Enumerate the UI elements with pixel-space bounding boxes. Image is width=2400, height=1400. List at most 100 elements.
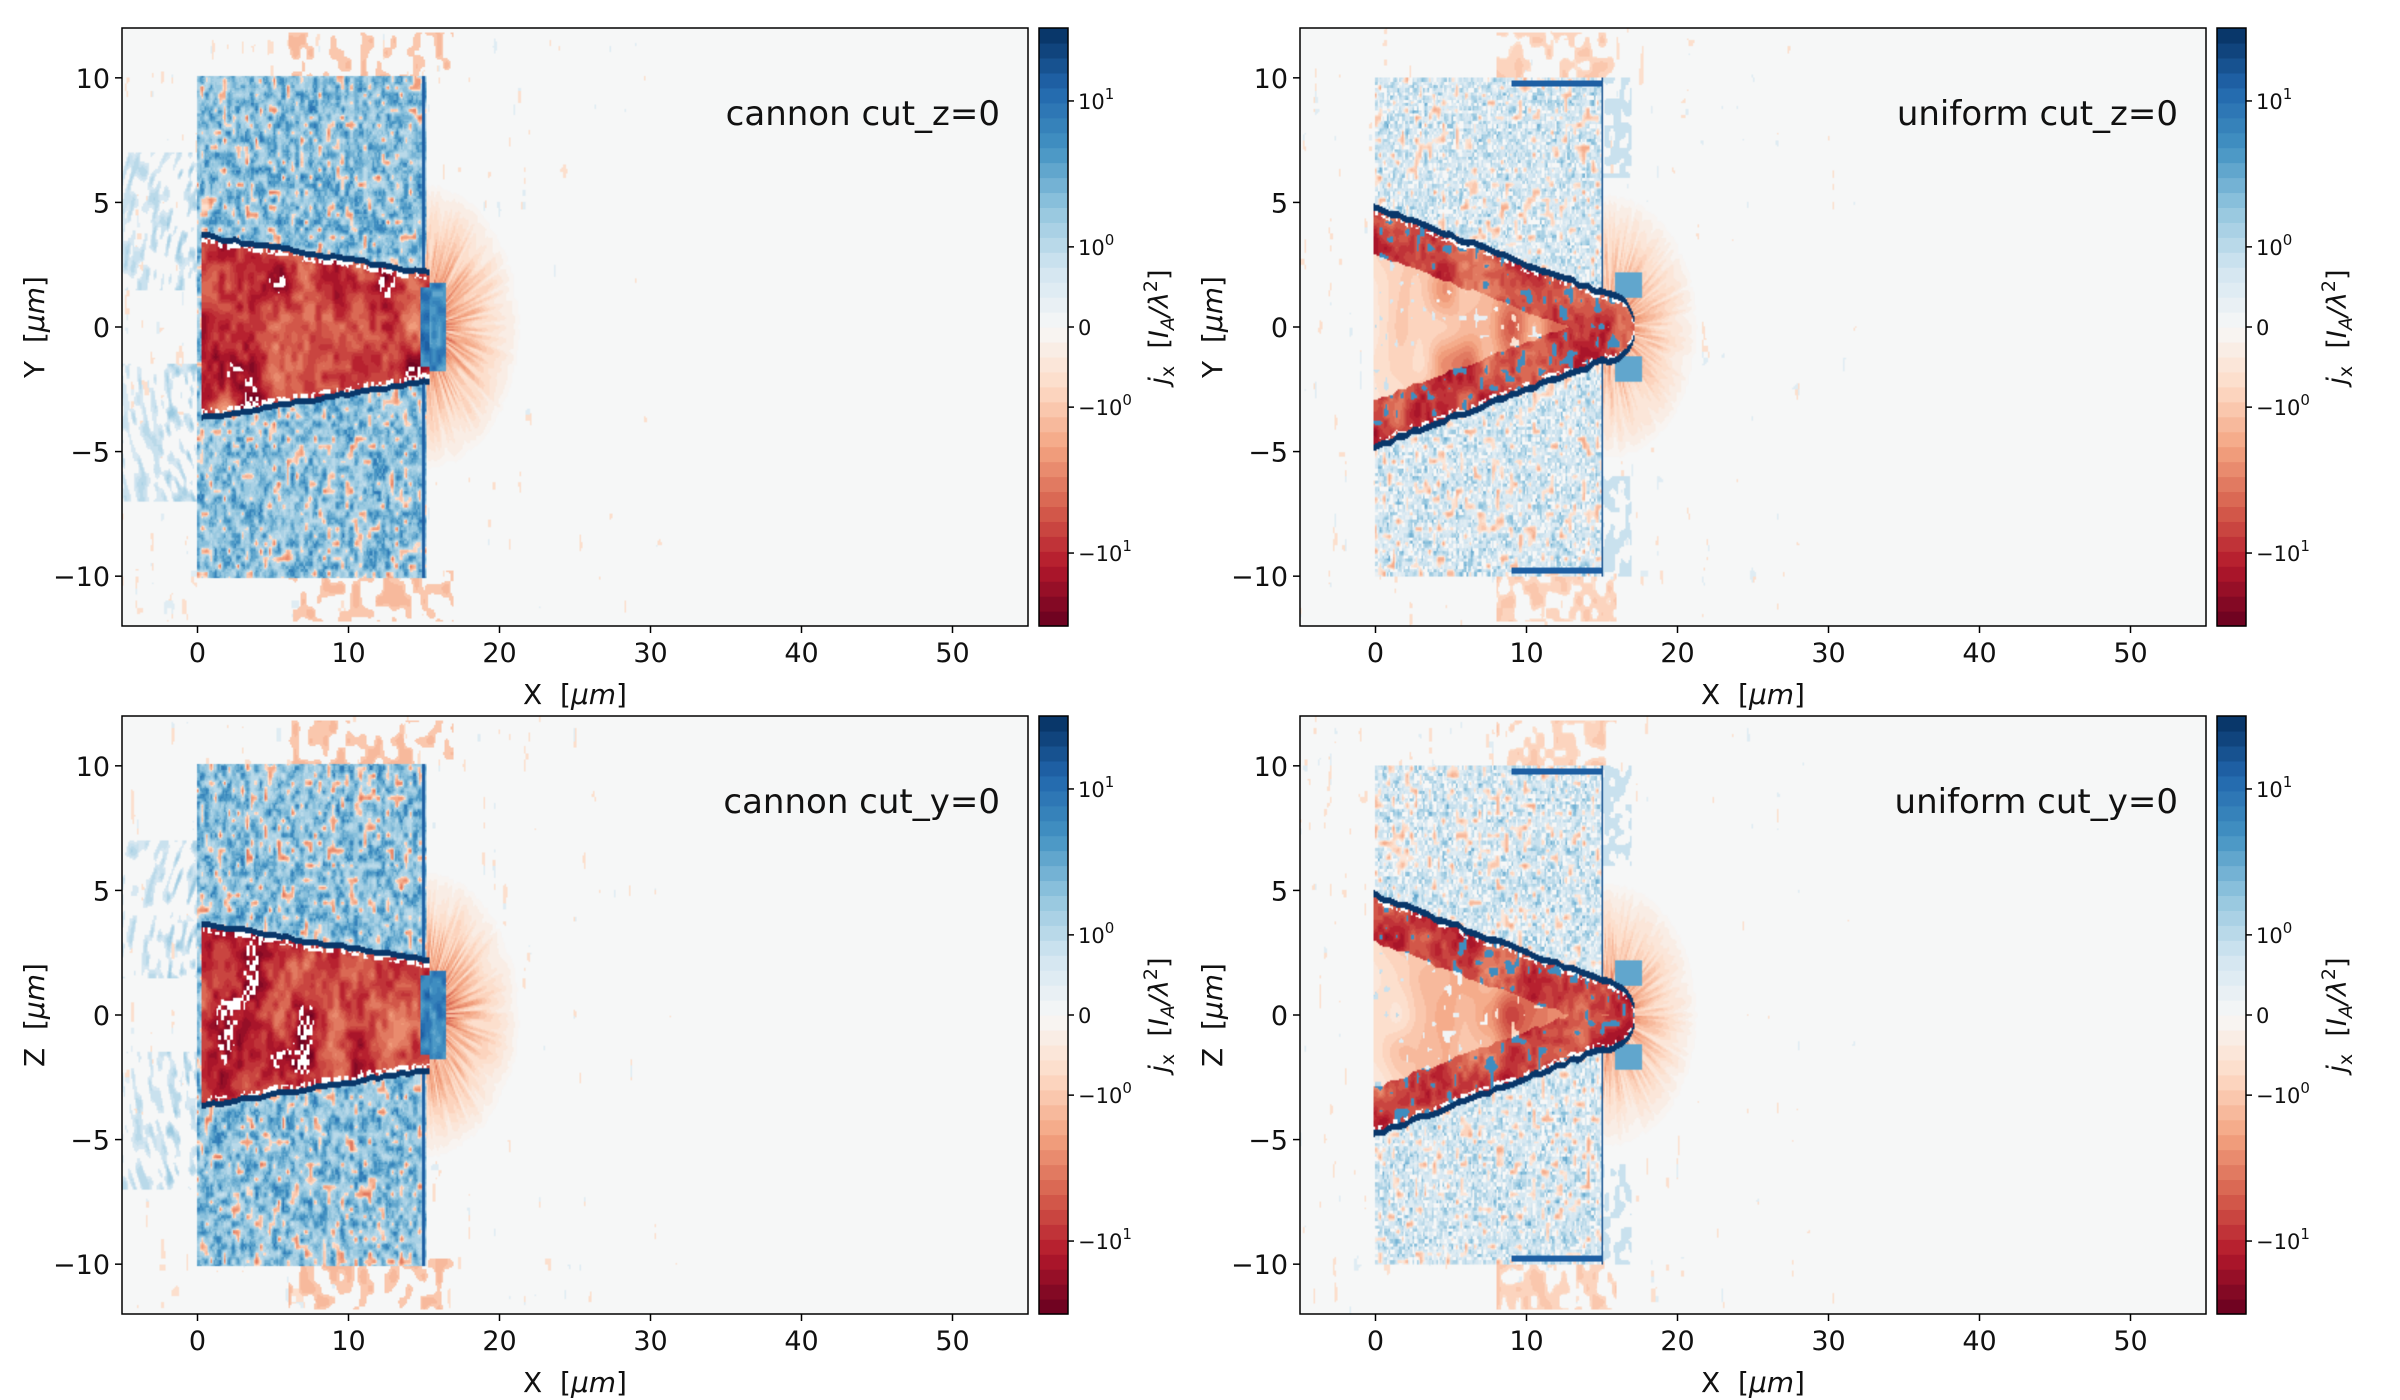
tick-base: 10	[2256, 90, 2283, 114]
colorbar-level	[1039, 835, 1068, 852]
y-tick-label: 5	[93, 876, 110, 907]
colorbar-level	[1039, 207, 1068, 223]
x-axis-label: X [μm]	[523, 678, 627, 711]
cbar-sub: x	[2335, 1054, 2357, 1065]
colorbar-level	[2217, 790, 2246, 807]
colorbar-level	[1039, 102, 1068, 119]
colorbar-level	[1039, 1134, 1068, 1151]
colorbar-level	[1039, 850, 1068, 867]
x-tick-label: 20	[1660, 638, 1694, 669]
y-tick-label: 10	[1254, 64, 1288, 95]
colorbar-label: jx [IA/λ2]	[1140, 957, 1179, 1076]
cbar-symbol: j	[2322, 1065, 2353, 1077]
colorbar-level	[2217, 431, 2246, 448]
y-axis-unit-open: [	[1196, 1019, 1229, 1048]
panel-title: uniform cut_z=0	[1897, 94, 2178, 134]
colorbar-level	[2217, 147, 2246, 164]
tick-exponent: 1	[2283, 85, 2293, 103]
colorbar-level	[1039, 985, 1068, 1001]
colorbar-level	[2217, 1239, 2246, 1255]
cbar-close: ]	[2322, 269, 2353, 280]
colorbar-level	[2217, 850, 2246, 867]
y-tick-label: 10	[1254, 752, 1288, 783]
y-axis-label: Y [μm]	[1196, 276, 1229, 379]
colorbar-level	[1039, 147, 1068, 164]
colorbar-level	[2217, 416, 2246, 433]
tick-base: −10	[1078, 1230, 1122, 1254]
colorbar-level	[2217, 207, 2246, 223]
x-tick-label: 30	[1811, 638, 1845, 669]
y-axis-unit-close: ]	[18, 963, 51, 974]
cbar-unit-sup: 2	[2318, 280, 2340, 292]
x-axis-var: X	[1701, 678, 1720, 711]
colorbar-tick-label: 100	[1078, 919, 1114, 948]
colorbar-level	[2217, 312, 2246, 328]
x-axis-unit: μm	[1748, 1366, 1794, 1399]
colorbar-tick-label: −100	[2256, 391, 2310, 420]
colorbar-level	[1039, 865, 1068, 882]
colorbar-level	[1039, 1254, 1068, 1270]
colorbar-level	[1039, 371, 1068, 388]
colorbar-level	[1039, 222, 1068, 238]
y-axis-label: Z [μm]	[18, 963, 51, 1067]
colorbar-level	[1039, 386, 1068, 403]
colorbar-level	[1039, 177, 1068, 194]
colorbar-level	[1039, 1119, 1068, 1136]
colorbar-level	[2217, 162, 2246, 179]
x-axis-label: X [μm]	[1701, 1366, 1805, 1399]
tick-base: 10	[1078, 90, 1105, 114]
x-tick-label: 40	[784, 638, 818, 669]
colorbar-level	[1039, 252, 1068, 268]
colorbar-level	[1039, 401, 1068, 418]
y-axis-unit: μm	[18, 974, 51, 1020]
tick-exponent: 0	[1122, 391, 1132, 409]
colorbar-level	[2217, 132, 2246, 149]
colorbar-level	[2217, 1044, 2246, 1061]
colorbar-level	[2217, 716, 2246, 732]
colorbar-level	[2217, 461, 2246, 478]
colorbar-level	[1039, 955, 1068, 971]
colorbar-tick-label: 101	[1078, 773, 1114, 802]
colorbar-tick-label: 101	[2256, 773, 2292, 802]
colorbar-level	[2217, 1149, 2246, 1166]
tick-exponent: 0	[1122, 1079, 1132, 1097]
colorbar-level	[1039, 940, 1068, 956]
cbar-unit-rest: /λ	[2322, 292, 2353, 319]
tick-base: −10	[2256, 396, 2300, 420]
colorbar-level	[2217, 222, 2246, 238]
colorbar-level	[1039, 506, 1068, 522]
heatmap-uniform	[1300, 28, 2206, 626]
panel-title: cannon cut_z=0	[726, 94, 1000, 134]
colorbar-level	[2217, 1119, 2246, 1136]
colorbar-level	[2217, 1089, 2246, 1106]
colorbar-level	[1039, 1164, 1068, 1181]
cbar-close: ]	[1144, 269, 1175, 280]
x-axis-unit: μm	[1748, 678, 1794, 711]
colorbar-level	[2217, 581, 2246, 597]
colorbar-level	[1039, 536, 1068, 552]
tick-base: 10	[2256, 236, 2283, 260]
cbar-unit-sub: A	[2335, 317, 2357, 332]
x-tick-label: 40	[784, 1326, 818, 1357]
colorbar-level	[1039, 461, 1068, 478]
colorbar-level	[1039, 1089, 1068, 1106]
x-axis-label: X [μm]	[1701, 678, 1805, 711]
colorbar-level	[2217, 341, 2246, 358]
x-tick-label: 30	[633, 638, 667, 669]
tick-base: −10	[2256, 1084, 2300, 1108]
x-axis-var: X	[523, 678, 542, 711]
colorbar-level	[2217, 386, 2246, 403]
colorbar-level	[2217, 476, 2246, 493]
colorbar-tick-label: 101	[2256, 85, 2292, 114]
y-axis-var: Z	[1196, 1048, 1229, 1067]
colorbar-label: jx [IA/λ2]	[2318, 269, 2357, 388]
y-tick-label: 5	[93, 188, 110, 219]
cbar-unit-sup: 2	[1140, 280, 1162, 292]
colorbar-level	[2217, 730, 2246, 747]
colorbar-level	[1039, 790, 1068, 807]
x-tick-label: 30	[633, 1326, 667, 1357]
colorbar-level	[2217, 1059, 2246, 1076]
colorbar-level	[1039, 72, 1068, 89]
colorbar-level	[2217, 1000, 2246, 1016]
